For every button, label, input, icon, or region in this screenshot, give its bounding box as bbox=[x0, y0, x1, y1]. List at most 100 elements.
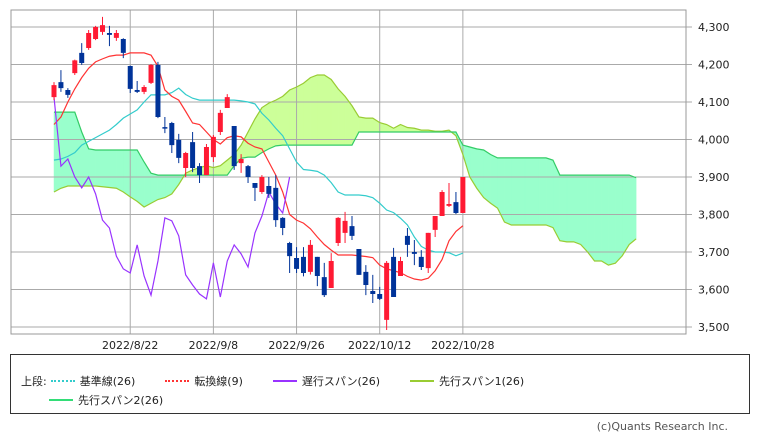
candle-up bbox=[238, 159, 244, 164]
candle-down bbox=[252, 183, 258, 188]
cloud-segment bbox=[615, 174, 623, 264]
candle-up bbox=[307, 244, 313, 272]
candle-up bbox=[342, 220, 348, 233]
candle-down bbox=[287, 243, 293, 257]
candle-up bbox=[335, 217, 341, 243]
cloud-segment bbox=[358, 116, 367, 133]
candle-down bbox=[300, 256, 306, 273]
legend-span1: 先行スパン1(26) bbox=[410, 373, 524, 389]
cloud-segment bbox=[497, 157, 505, 223]
candle-down bbox=[294, 258, 300, 269]
y-tick-label: 3,800 bbox=[698, 209, 730, 222]
kijun-line bbox=[53, 87, 464, 257]
candle-down bbox=[197, 166, 203, 176]
cloud-segment bbox=[587, 174, 595, 262]
cloud-segment bbox=[254, 106, 263, 158]
legend-chikou: 遅行スパン(26) bbox=[272, 373, 380, 389]
span2-line bbox=[54, 111, 637, 179]
candle-down bbox=[58, 82, 64, 89]
cloud-segment bbox=[317, 74, 325, 146]
candle-up bbox=[446, 204, 452, 206]
cloud-segment bbox=[240, 131, 249, 159]
candle-up bbox=[217, 112, 223, 132]
cloud-segment bbox=[628, 174, 637, 246]
x-tick-label: 2022/10/28 bbox=[431, 339, 494, 350]
legend-tenkan: 転換線(9) bbox=[165, 373, 243, 389]
x-tick-label: 2022/9/26 bbox=[268, 339, 324, 350]
cloud-segment bbox=[116, 149, 124, 193]
candle-up bbox=[224, 97, 230, 108]
cloud-segment bbox=[490, 154, 498, 209]
tenkan-swatch bbox=[165, 380, 190, 382]
y-tick-label: 3,700 bbox=[698, 246, 730, 259]
candle-up bbox=[148, 64, 154, 83]
candle-down bbox=[391, 256, 397, 297]
x-tick-label: 2022/8/22 bbox=[102, 339, 158, 350]
chikou-line bbox=[53, 97, 291, 300]
legend-kijun: 基準線(26) bbox=[50, 373, 136, 389]
legend-label: 基準線(26) bbox=[79, 375, 136, 388]
cloud-segment bbox=[275, 95, 283, 147]
cloud-segment bbox=[310, 74, 318, 146]
candles bbox=[51, 16, 466, 330]
candle-up bbox=[100, 25, 106, 32]
candle-down bbox=[162, 127, 168, 129]
x-tick-label: 2022/10/12 bbox=[348, 339, 411, 350]
candle-up bbox=[113, 33, 119, 38]
cloud-segment bbox=[545, 157, 554, 228]
cloud-segment bbox=[303, 77, 311, 146]
candle-down bbox=[169, 123, 175, 146]
candle-up bbox=[210, 136, 216, 158]
cloud-segment bbox=[150, 172, 159, 204]
candle-down bbox=[363, 271, 369, 285]
plot-border bbox=[10, 9, 687, 335]
cloud-segment bbox=[337, 88, 346, 146]
candle-up bbox=[398, 261, 403, 276]
cloud-segment bbox=[573, 174, 581, 245]
y-tick-label: 4,000 bbox=[698, 134, 730, 147]
candle-down bbox=[349, 226, 355, 236]
cloud-segment bbox=[622, 174, 630, 257]
legend-label: 先行スパン1(26) bbox=[439, 375, 525, 388]
candle-up bbox=[432, 216, 438, 230]
candle-up bbox=[328, 261, 334, 288]
cloud-segment bbox=[136, 149, 145, 208]
cloud-segment bbox=[289, 86, 297, 146]
candle-down bbox=[190, 142, 196, 168]
cloud-segment bbox=[95, 149, 103, 188]
candle-up bbox=[141, 87, 147, 92]
candle-down bbox=[266, 186, 272, 194]
cloud-segment bbox=[559, 174, 568, 243]
legend-span2: 先行スパン2(26) bbox=[49, 392, 163, 408]
candle-up bbox=[183, 153, 189, 168]
candle-down bbox=[418, 256, 424, 267]
candle-up bbox=[439, 192, 445, 216]
candle-down bbox=[79, 52, 85, 63]
y-tick-label: 3,900 bbox=[698, 171, 730, 184]
cloud-segment bbox=[171, 174, 179, 195]
candle-down bbox=[127, 66, 133, 89]
cloud-segment bbox=[296, 82, 304, 146]
candle-down bbox=[106, 33, 112, 35]
candle-down bbox=[370, 291, 376, 294]
candle-down bbox=[231, 126, 237, 167]
candle-up bbox=[86, 33, 92, 48]
kijun-swatch bbox=[50, 380, 75, 382]
candle-down bbox=[411, 252, 417, 254]
y-tick-label: 4,300 bbox=[698, 21, 730, 34]
candle-down bbox=[280, 217, 286, 228]
candle-up bbox=[425, 232, 431, 269]
candle-up bbox=[72, 60, 78, 74]
candle-down bbox=[321, 277, 327, 296]
legend-label: 転換線(9) bbox=[194, 375, 243, 388]
cloud-segment bbox=[157, 174, 166, 200]
legend-label: 先行スパン2(26) bbox=[78, 394, 164, 407]
candle-up bbox=[384, 262, 390, 320]
span2-swatch bbox=[49, 399, 73, 401]
copyright: (c)Quants Research Inc. bbox=[596, 420, 728, 433]
cloud-segment bbox=[580, 174, 588, 253]
cloud-segment bbox=[566, 174, 574, 243]
cloud-segment bbox=[102, 149, 110, 188]
candle-down bbox=[120, 39, 126, 53]
candle-down bbox=[176, 139, 182, 158]
